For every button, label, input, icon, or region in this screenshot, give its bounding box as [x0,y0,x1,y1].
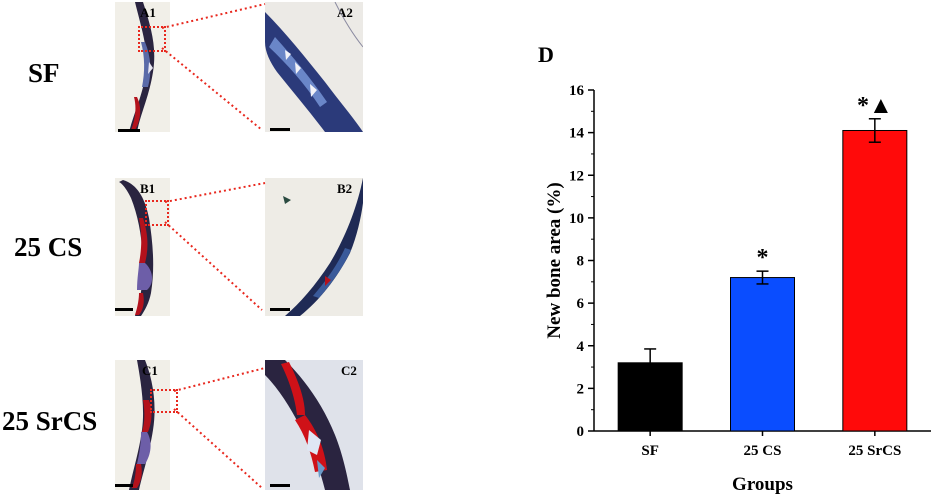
y-tick-label: 14 [569,126,585,142]
x-tick-label: 25 CS [744,443,782,459]
bar-2 [842,129,908,432]
zoom-box-a1 [138,26,166,52]
scale-bar [270,308,290,311]
row-label-sf: SF [28,58,60,88]
x-tick-label: 25 SrCS [848,443,901,459]
x-tick-label: SF [641,443,659,459]
y-tick-label: 10 [569,211,584,227]
panel-label-b1: B1 [140,181,156,196]
y-tick-label: 0 [577,424,585,440]
histology-panel-a2: A2 [265,2,363,132]
scale-bar [118,129,140,132]
panel-label-c2: C2 [341,363,357,378]
histology-image-a1 [129,2,155,132]
zoom-line-c-top [173,367,266,392]
significance-marker: * [757,245,769,271]
y-axis-label: New bone area (%) [544,182,565,338]
panel-label-c1: C1 [142,363,158,378]
x-axis-label: Groups [732,474,793,494]
panel-label-d: D [538,42,554,67]
zoom-line-a-top [161,3,266,29]
significance-marker: *▲ [857,93,893,119]
histology-image-c2 [265,360,350,490]
zoom-box-b1 [145,200,169,226]
zoom-box-c1 [150,389,178,413]
histology-image-b2 [283,178,363,316]
panel-label-a2: A2 [337,5,353,20]
scale-bar [115,308,133,311]
scale-bar [115,484,133,487]
scale-bar [270,128,290,131]
zoom-line-b-bottom [164,221,263,311]
histology-image-a2 [265,2,363,132]
scale-bar [270,484,290,487]
y-tick-label: 16 [569,83,585,99]
row-label-25srcs: 25 SrCS [2,406,98,436]
row-label-25cs: 25 CS [14,232,83,262]
histology-panel-c1: C1 [115,360,170,490]
histology-panel-b2: B2 [265,178,363,316]
y-tick-label: 8 [577,254,585,270]
zoom-line-a-bottom [161,47,263,131]
histology-panel-a1: A1 [115,2,170,132]
panel-label-a1: A1 [140,5,156,20]
y-tick-label: 6 [577,296,585,312]
bar-1 [730,277,795,432]
y-tick-label: 2 [577,381,585,397]
histology-image-c1 [129,360,155,490]
bar-chart: D 0 2 4 6 8 10 12 14 16 SF 25 CS * 25 SrCS *▲ Groups New… [538,42,931,494]
y-tick-label: 4 [577,339,585,355]
histology-image-b1 [119,180,154,316]
y-tick-label: 12 [569,168,584,184]
zoom-line-c-bottom [173,408,263,489]
histology-panel-c2: C2 [265,360,363,490]
zoom-line-b-top [164,182,266,203]
panel-label-b2: B2 [337,181,353,196]
